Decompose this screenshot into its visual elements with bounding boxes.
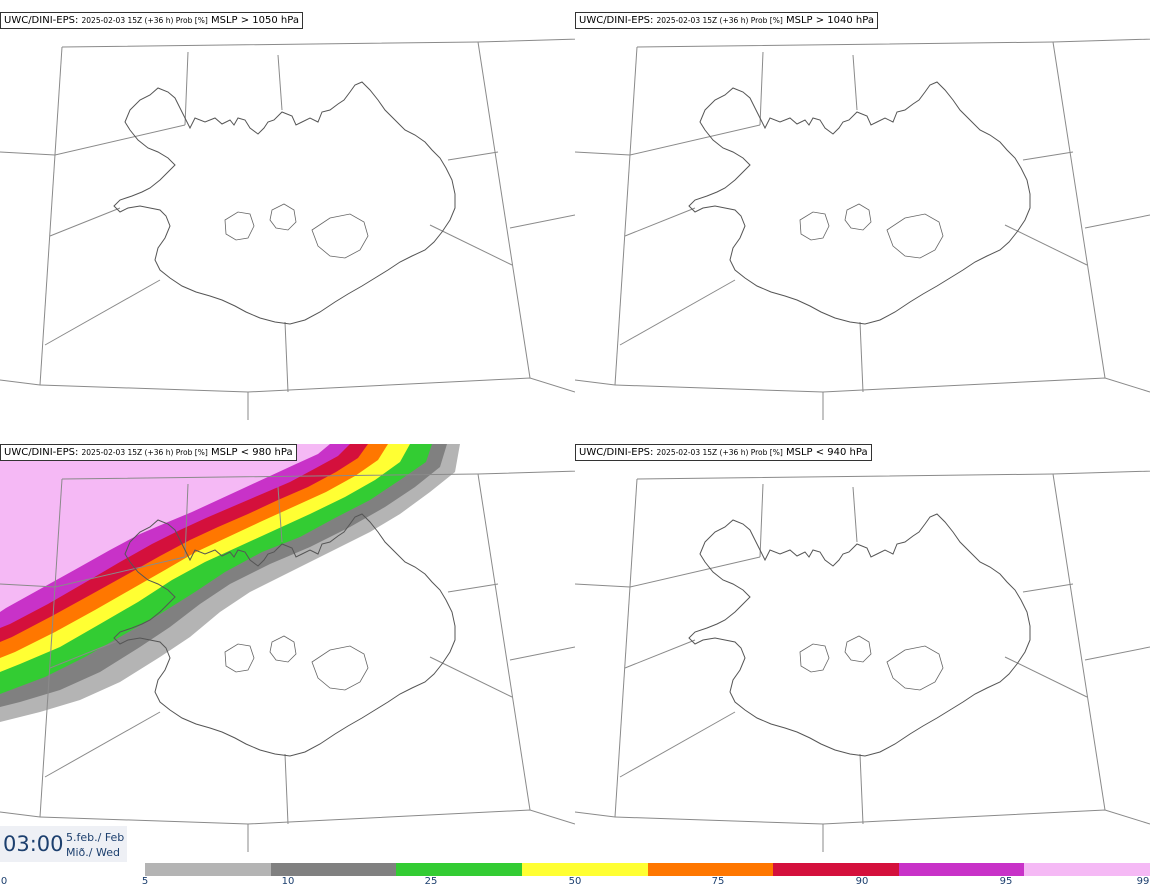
- colorbar-segment: [521, 863, 648, 876]
- glacier-outline: [269, 635, 297, 663]
- colorbar-segment: [145, 863, 271, 876]
- region-boundaries: [0, 470, 575, 852]
- model-name: UWC/DINI-EPS: [579, 447, 650, 458]
- map-canvas: [575, 470, 1150, 852]
- colorbar-segment: [898, 863, 1025, 876]
- map-panel-3: UWC/DINI-EPS: 2025-02-03 15Z (+36 h) Pro…: [0, 432, 575, 852]
- region-boundaries: [575, 470, 1150, 852]
- colorbar-segment: [1024, 863, 1150, 876]
- probability-shading: [0, 444, 460, 722]
- map-canvas: [575, 38, 1150, 420]
- colorbar-segment: [270, 863, 397, 876]
- glacier-outline: [886, 213, 944, 259]
- run-info: 2025-02-03 15Z (+36 h) Prob [%]: [81, 16, 208, 25]
- panel-title: UWC/DINI-EPS: 2025-02-03 15Z (+36 h) Pro…: [0, 12, 303, 29]
- glacier-outline: [224, 643, 255, 673]
- colorbar-tick-label: 90: [855, 876, 869, 887]
- colorbar-segment: [647, 863, 774, 876]
- model-name: UWC/DINI-EPS: [4, 447, 75, 458]
- colorbar-segment: [396, 863, 522, 876]
- map-canvas: [0, 444, 575, 852]
- threshold-label: MSLP < 940 hPa: [785, 447, 868, 458]
- glacier-outline: [886, 645, 944, 691]
- colorbar-tick-label: 95: [999, 876, 1013, 887]
- iceland-coastline: [113, 81, 456, 325]
- glacier-outline: [311, 645, 369, 691]
- map-canvas: [0, 38, 575, 420]
- glacier-outline: [311, 213, 369, 259]
- map-panel-2: UWC/DINI-EPS: 2025-02-03 15Z (+36 h) Pro…: [575, 0, 1150, 420]
- model-name: UWC/DINI-EPS: [4, 15, 75, 26]
- valid-time-box: 03:00 5.feb./ Feb Mið./ Wed: [0, 826, 127, 862]
- colorbar-tick-label: 50: [568, 876, 582, 887]
- panel-title: UWC/DINI-EPS: 2025-02-03 15Z (+36 h) Pro…: [0, 444, 297, 461]
- valid-weekday: Mið./ Wed: [66, 846, 120, 859]
- panel-title: UWC/DINI-EPS: 2025-02-03 15Z (+36 h) Pro…: [575, 444, 872, 461]
- region-boundaries: [575, 38, 1150, 420]
- threshold-label: MSLP < 980 hPa: [210, 447, 293, 458]
- map-panel-4: UWC/DINI-EPS: 2025-02-03 15Z (+36 h) Pro…: [575, 432, 1150, 852]
- iceland-coastline: [688, 513, 1031, 757]
- region-boundaries: [0, 38, 575, 420]
- glacier-outline: [269, 203, 297, 231]
- colorbar-tick-label: 5: [141, 876, 149, 887]
- map-panel-1: UWC/DINI-EPS: 2025-02-03 15Z (+36 h) Pro…: [0, 0, 575, 420]
- threshold-label: MSLP > 1050 hPa: [210, 15, 299, 26]
- iceland-coastline: [113, 513, 456, 757]
- colorbar-tick-label: 10: [281, 876, 295, 887]
- glacier-outline: [844, 635, 872, 663]
- glacier-outline: [799, 211, 830, 241]
- glacier-outline: [799, 643, 830, 673]
- model-name: UWC/DINI-EPS: [579, 15, 650, 26]
- valid-date: 5.feb./ Feb: [66, 831, 125, 844]
- colorbar-segment: [773, 863, 899, 876]
- run-info: 2025-02-03 15Z (+36 h) Prob [%]: [656, 16, 783, 25]
- colorbar-tick-label: 0: [0, 876, 8, 887]
- panel-title: UWC/DINI-EPS: 2025-02-03 15Z (+36 h) Pro…: [575, 12, 878, 29]
- run-info: 2025-02-03 15Z (+36 h) Prob [%]: [81, 448, 208, 457]
- threshold-label: MSLP > 1040 hPa: [785, 15, 874, 26]
- glacier-outline: [224, 211, 255, 241]
- colorbar-tick-label: 25: [424, 876, 438, 887]
- colorbar-tick-label: 75: [711, 876, 725, 887]
- run-info: 2025-02-03 15Z (+36 h) Prob [%]: [656, 448, 783, 457]
- probability-colorbar: [145, 863, 1150, 876]
- glacier-outline: [844, 203, 872, 231]
- iceland-coastline: [688, 81, 1031, 325]
- colorbar-tick-label: 99: [1136, 876, 1150, 887]
- valid-time-clock: 03:00: [3, 832, 64, 856]
- prob-band-99: [0, 444, 330, 612]
